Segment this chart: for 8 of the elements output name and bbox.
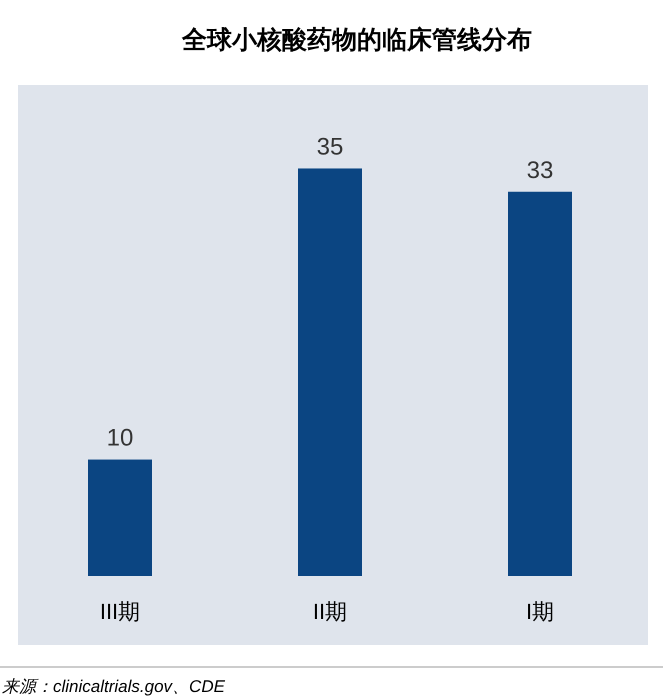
chart-title: 全球小核酸药物的临床管线分布 bbox=[181, 26, 532, 54]
x-tick-label: II期 bbox=[312, 599, 348, 624]
source-note: 来源：clinicaltrials.gov、CDE bbox=[2, 677, 226, 696]
x-tick-label: III期 bbox=[100, 599, 140, 624]
x-tick-label: I期 bbox=[526, 599, 554, 624]
data-label: 10 bbox=[106, 424, 134, 452]
data-label: 35 bbox=[316, 133, 344, 160]
data-label: 33 bbox=[526, 156, 554, 184]
